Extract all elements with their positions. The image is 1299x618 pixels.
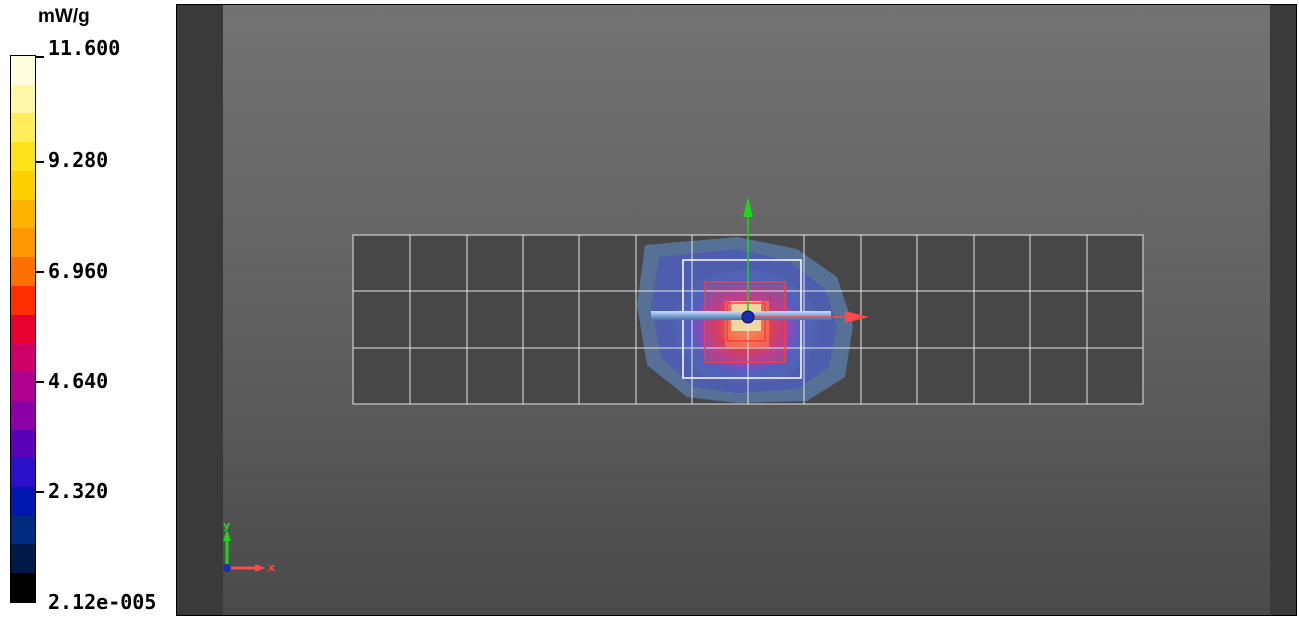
- legend-tick-mark: [36, 381, 44, 383]
- colorbar-band: [11, 573, 35, 602]
- colorbar-band: [11, 343, 35, 373]
- triad-x-label: x: [268, 561, 275, 574]
- legend-tick-label: 9.280: [48, 148, 109, 172]
- colorbar-band: [11, 113, 35, 143]
- colorbar-band: [11, 400, 35, 430]
- sar-scene: y x: [223, 197, 1144, 574]
- colorbar-band: [11, 372, 35, 401]
- colorbar-band: [11, 285, 35, 315]
- legend-tick-label: 4.640: [48, 369, 109, 393]
- viewport-right-edge: [1270, 5, 1296, 615]
- legend-tick-mark: [36, 161, 44, 163]
- colorbar-band: [11, 544, 35, 574]
- local-x-arrow-icon: [845, 311, 869, 323]
- orientation-triad[interactable]: y x: [223, 519, 275, 574]
- legend-tick-label: 6.960: [48, 259, 109, 283]
- local-y-arrow-icon: [743, 197, 753, 217]
- legend-tick-label-max: 11.600: [48, 36, 121, 60]
- zoom-scan-inner-box: [726, 302, 766, 342]
- colorbar-band: [11, 228, 35, 258]
- colorbar-band: [11, 314, 35, 344]
- colorbar-band: [11, 429, 35, 459]
- colorbar-band: [11, 458, 35, 488]
- legend-tick-mark: [36, 491, 44, 493]
- colorbar-band: [11, 170, 35, 200]
- 3d-viewport[interactable]: y x: [176, 4, 1297, 616]
- colorbar-band: [11, 515, 35, 545]
- zoom-scan-mid-box: [704, 281, 786, 363]
- colorbar-band: [11, 199, 35, 229]
- colorbar-band: [11, 487, 35, 516]
- colorbar-band: [11, 84, 35, 114]
- legend-tick-mark: [36, 271, 44, 273]
- colorbar-band: [11, 257, 35, 286]
- color-legend: mW/g 11.600 9.280 6.960 4.640 2.320 2.12…: [0, 0, 176, 618]
- colorbar: [10, 55, 36, 603]
- legend-tick-mark: [36, 56, 44, 58]
- viewport-left-edge: [177, 5, 223, 615]
- legend-tick-label-min: 2.12e-005: [48, 592, 157, 612]
- triad-y-label: y: [223, 519, 230, 532]
- legend-tick-label: 2.320: [48, 479, 109, 503]
- antenna-rod: [651, 311, 831, 320]
- peak-marker: [741, 310, 755, 324]
- colorbar-band: [11, 142, 35, 171]
- legend-unit-label: mW/g: [38, 6, 90, 27]
- colorbar-band: [11, 56, 35, 85]
